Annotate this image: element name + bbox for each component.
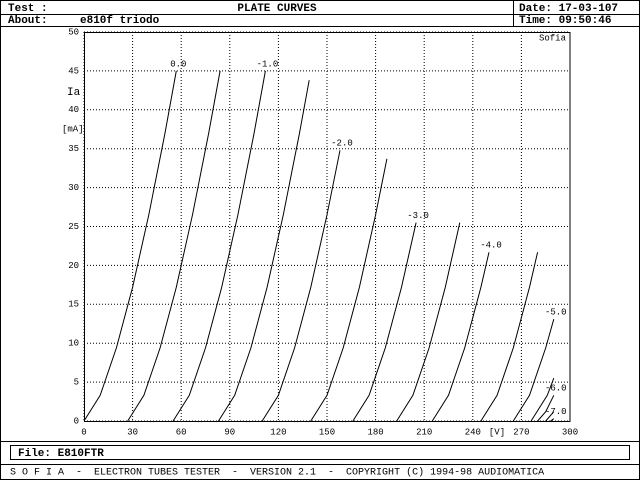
plate-curve bbox=[530, 378, 555, 422]
file: File: E810FTR bbox=[18, 448, 104, 460]
y-tick-label: 15 bbox=[68, 300, 79, 310]
plate-curve bbox=[218, 80, 310, 422]
plot: Sofia Ia [mA] [V] 0 5 10 15 20 25 30 35 40 45 50 0 3… bbox=[62, 27, 578, 437]
x-tick-label: 210 bbox=[416, 427, 432, 437]
y-tick-label: 30 bbox=[68, 183, 79, 193]
plate-curve bbox=[172, 70, 266, 422]
plate-curve bbox=[545, 411, 555, 422]
y-label: Ia bbox=[67, 87, 81, 99]
plate-curve bbox=[310, 158, 388, 422]
x-tick-label: 0 bbox=[81, 427, 86, 437]
x-tick-label: 120 bbox=[270, 427, 286, 437]
y-tick-label: 45 bbox=[68, 66, 79, 76]
y-tick-label: 5 bbox=[74, 377, 79, 387]
curve-label: -2.0 bbox=[331, 139, 353, 149]
x-tick-label: 180 bbox=[367, 427, 383, 437]
x-tick-label: 150 bbox=[319, 427, 335, 437]
curve-label: -4.0 bbox=[480, 241, 502, 251]
y-tick-label: 40 bbox=[68, 105, 79, 115]
title: PLATE CURVES bbox=[237, 3, 317, 15]
curve-label: -1.0 bbox=[257, 59, 279, 69]
date: Date: 17-03-107 bbox=[519, 3, 618, 15]
y-tick-label: 25 bbox=[68, 222, 79, 232]
plate-curve bbox=[550, 418, 555, 422]
x-tick-label: 90 bbox=[224, 427, 235, 437]
y-tick-label: 0 bbox=[74, 416, 79, 426]
curve-label: -7.0 bbox=[545, 407, 567, 417]
plate-curve bbox=[512, 318, 555, 422]
y-tick-label: 10 bbox=[68, 339, 79, 349]
plate-curve bbox=[537, 395, 555, 422]
test-label: Test : bbox=[8, 3, 48, 15]
y-tick-label: 50 bbox=[68, 27, 79, 37]
x-tick-label: 60 bbox=[176, 427, 187, 437]
curve-label: -3.0 bbox=[407, 211, 429, 221]
plate-curve bbox=[127, 70, 221, 422]
plate-curve bbox=[83, 70, 177, 422]
x-tick-label: 240 bbox=[465, 427, 481, 437]
about: e810f triodo bbox=[80, 15, 160, 27]
footer: S O F I A - ELECTRON TUBES TESTER - VERS… bbox=[10, 467, 544, 479]
file-box bbox=[10, 445, 630, 460]
y-tick-label: 35 bbox=[68, 144, 79, 154]
time: Time: 09:50:46 bbox=[519, 15, 611, 27]
x-tick-label: 30 bbox=[127, 427, 138, 437]
plate-curve bbox=[431, 252, 490, 422]
plate-curve bbox=[261, 150, 341, 422]
brand: Sofia bbox=[539, 33, 567, 43]
x-tick-label: 270 bbox=[513, 427, 529, 437]
curve-label: 0.0 bbox=[170, 59, 186, 69]
curve-label: -5.0 bbox=[545, 307, 567, 317]
y-tick-label: 20 bbox=[68, 261, 79, 271]
about-label: About: bbox=[8, 15, 48, 27]
plate-curve bbox=[480, 252, 539, 422]
plate-curve bbox=[352, 222, 417, 422]
plate-curve bbox=[396, 222, 461, 422]
x-tick-label: 300 bbox=[562, 427, 578, 437]
x-label: [V] bbox=[489, 427, 505, 437]
y-unit: [mA] bbox=[62, 124, 84, 134]
curve-label: -6.0 bbox=[545, 384, 567, 394]
